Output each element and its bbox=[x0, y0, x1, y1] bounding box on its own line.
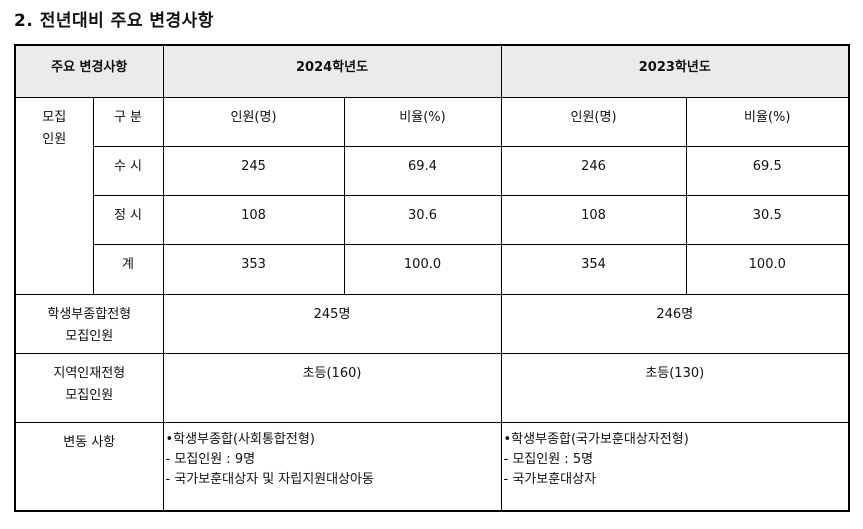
regional-label: 지역인재전형 모집인원 bbox=[14, 352, 164, 423]
changes-2024-line: - 국가보훈대상자 및 자립지원대상아동 bbox=[165, 471, 374, 487]
sub-header-people-2023: 인원(명) bbox=[500, 96, 687, 147]
header-row: 주요 변경사항 2024학년도 2023학년도 bbox=[14, 44, 850, 98]
cell-people-2023: 354 bbox=[500, 243, 687, 295]
cell-ratio-2023: 69.5 bbox=[685, 145, 850, 196]
row-category: 계 bbox=[92, 243, 164, 295]
recruit-label-line1: 모집 bbox=[42, 109, 67, 125]
row-category: 수 시 bbox=[92, 145, 164, 196]
cell-ratio-2024: 100.0 bbox=[343, 243, 502, 295]
changes-2024-line: •학생부종합(사회통합전형) bbox=[165, 431, 315, 447]
row-category: 정 시 bbox=[92, 194, 164, 245]
table-row: 정 시 108 30.6 108 30.5 bbox=[15, 194, 850, 245]
comprehensive-label: 학생부종합전형 모집인원 bbox=[14, 293, 164, 354]
header-item: 주요 변경사항 bbox=[14, 44, 164, 98]
header-2024: 2024학년도 bbox=[162, 44, 502, 98]
section-title: 2. 전년대비 주요 변경사항 bbox=[14, 11, 214, 31]
changes-2023-line: - 모집인원 : 5명 bbox=[503, 451, 594, 467]
cell-ratio-2023: 30.5 bbox=[685, 194, 850, 245]
changes-2024: •학생부종합(사회통합전형) - 모집인원 : 9명 - 국가보훈대상자 및 자… bbox=[162, 421, 502, 512]
table-row: 학생부종합전형 모집인원 245명 246명 bbox=[14, 293, 850, 354]
regional-label-line2: 모집인원 bbox=[65, 387, 114, 403]
changes-2024-line: - 모집인원 : 9명 bbox=[165, 451, 256, 467]
cell-ratio-2024: 30.6 bbox=[343, 194, 502, 245]
cell-ratio-2024: 69.4 bbox=[343, 145, 502, 196]
table-row: 모집 인원 구 분 인원(명) 비율(%) 인원(명) 비율(%) bbox=[14, 96, 850, 295]
cell-people-2024: 353 bbox=[162, 243, 345, 295]
sub-header-ratio-2024: 비율(%) bbox=[343, 96, 502, 147]
sub-header-ratio-2023: 비율(%) bbox=[685, 96, 850, 147]
header-2023: 2023학년도 bbox=[500, 44, 850, 98]
table-row: 수 시 245 69.4 246 69.5 bbox=[15, 145, 850, 196]
cell-people-2023: 108 bbox=[500, 194, 687, 245]
comprehensive-2023: 246명 bbox=[500, 293, 850, 354]
comprehensive-label-line2: 모집인원 bbox=[65, 328, 114, 344]
regional-2023: 초등(130) bbox=[500, 352, 850, 423]
changes-2023: •학생부종합(국가보훈대상자전형) - 모집인원 : 5명 - 국가보훈대상자 bbox=[500, 421, 850, 512]
changes-table: 주요 변경사항 2024학년도 2023학년도 모집 인원 구 분 인원(명) … bbox=[14, 44, 851, 512]
cell-ratio-2023: 100.0 bbox=[685, 243, 850, 295]
cell-people-2024: 108 bbox=[162, 194, 345, 245]
regional-2024: 초등(160) bbox=[162, 352, 502, 423]
changes-2023-line: - 국가보훈대상자 bbox=[503, 471, 597, 487]
sub-header-category: 구 분 bbox=[92, 96, 164, 147]
table-row: 지역인재전형 모집인원 초등(160) 초등(130) bbox=[14, 352, 850, 423]
regional-label-line1: 지역인재전형 bbox=[53, 365, 126, 381]
table-row: 계 353 100.0 354 100.0 bbox=[15, 243, 850, 295]
sub-header-people-2024: 인원(명) bbox=[162, 96, 345, 147]
comprehensive-label-line1: 학생부종합전형 bbox=[47, 306, 132, 322]
changes-label: 변동 사항 bbox=[14, 421, 164, 512]
cell-people-2023: 246 bbox=[500, 145, 687, 196]
recruit-label-line2: 인원 bbox=[42, 131, 67, 147]
recruit-label: 모집 인원 bbox=[14, 96, 94, 295]
cell-people-2024: 245 bbox=[162, 145, 345, 196]
table-row: 변동 사항 •학생부종합(사회통합전형) - 모집인원 : 9명 - 국가보훈대… bbox=[14, 421, 850, 512]
comprehensive-2024: 245명 bbox=[162, 293, 502, 354]
changes-2023-line: •학생부종합(국가보훈대상자전형) bbox=[503, 431, 689, 447]
